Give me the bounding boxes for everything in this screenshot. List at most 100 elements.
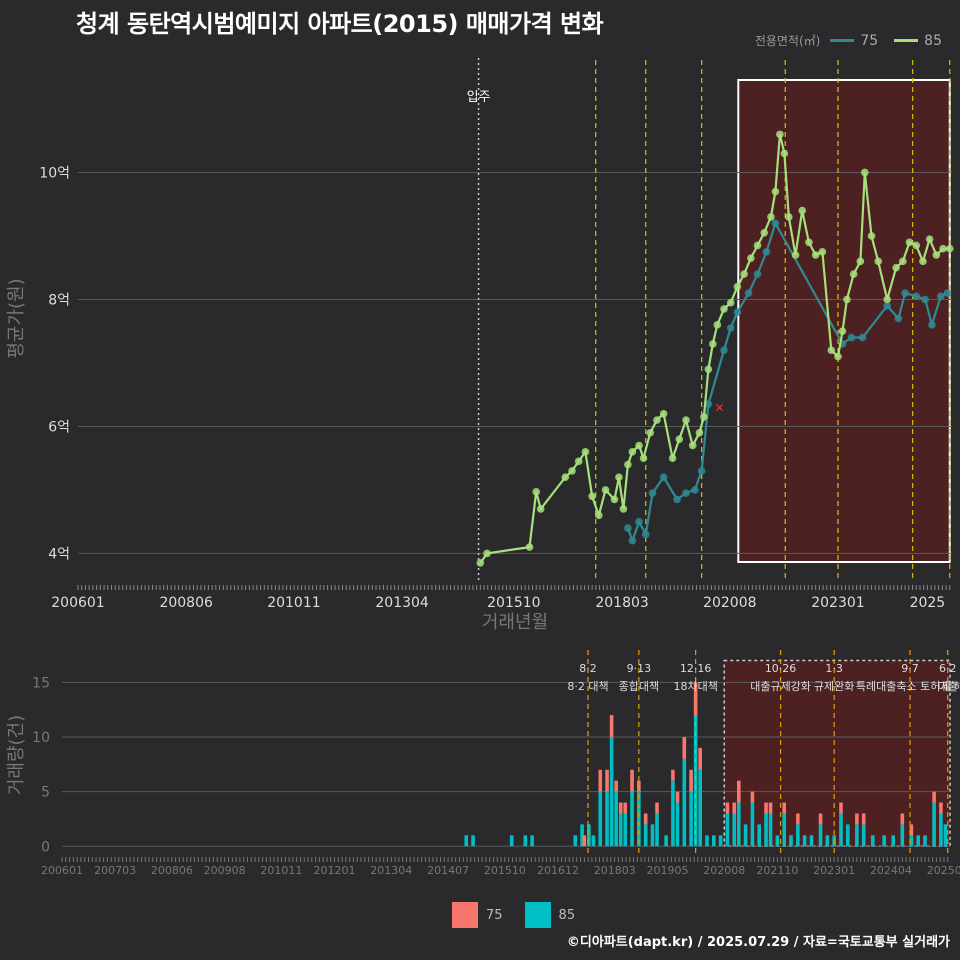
bar-85 (580, 824, 584, 847)
bar-75 (732, 802, 737, 814)
footer-credit: ©디아파트(dapt.kr) / 2025.07.29 / 자료=국토교통부 실… (566, 935, 950, 950)
bar-85 (900, 824, 905, 847)
bar-85 (605, 791, 609, 847)
bar-75 (796, 813, 800, 825)
x-tick-label-volume: 201201 (314, 864, 356, 877)
bar-85 (932, 802, 936, 847)
data-point-85 (791, 251, 800, 259)
bar-75 (671, 769, 675, 781)
bar-85 (796, 824, 800, 847)
bar-85 (471, 835, 475, 847)
bar-85 (870, 835, 875, 847)
bar-75 (768, 802, 773, 814)
data-point-75 (937, 292, 945, 301)
bar-75 (623, 802, 628, 814)
bar-75 (861, 813, 866, 825)
data-point-85 (659, 409, 668, 418)
data-point-85 (639, 454, 648, 462)
x-tick-label-volume: 200601 (41, 864, 83, 877)
bar-85 (614, 791, 618, 847)
bar-85 (650, 824, 655, 847)
data-point-85 (536, 505, 545, 513)
bar-75 (932, 791, 936, 803)
data-point-85 (905, 238, 914, 247)
data-point-85 (760, 228, 769, 237)
data-point-85 (843, 295, 851, 304)
bar-85 (732, 813, 737, 847)
bar-75 (782, 802, 787, 814)
bar-85 (855, 824, 859, 847)
bar-85 (587, 824, 591, 847)
bar-75 (698, 747, 702, 770)
x-tick-label: 200806 (159, 595, 213, 611)
bar-75 (909, 824, 914, 836)
data-point-85 (525, 543, 534, 551)
bar-85 (939, 813, 943, 847)
bar-75 (818, 813, 823, 825)
data-point-85 (624, 460, 632, 469)
bar-85 (655, 813, 659, 847)
policy-name-label: 대출규제강화 (750, 680, 811, 693)
data-point-85 (476, 559, 485, 567)
data-point-75 (648, 489, 657, 497)
x-tick-label-volume: 201612 (537, 864, 579, 877)
bar-85 (743, 824, 748, 847)
data-point-85 (767, 213, 775, 221)
bar-85 (718, 835, 723, 847)
bar-85 (643, 824, 648, 847)
bar-85 (782, 813, 787, 847)
data-point-75 (894, 314, 903, 323)
bar-85 (882, 835, 886, 847)
bar-75 (689, 769, 693, 792)
data-point-85 (615, 473, 623, 482)
bar-85 (757, 824, 762, 847)
policy-name-label: 18차대책 (673, 680, 717, 693)
move-in-label: 입주 (467, 90, 491, 105)
bar-75 (900, 813, 905, 825)
data-point-85 (780, 149, 789, 158)
data-point-85 (713, 321, 722, 329)
data-point-75 (733, 308, 742, 316)
data-point-85 (561, 473, 570, 482)
y-tick-label-volume: 10 (32, 730, 50, 746)
data-point-75 (744, 289, 753, 297)
policy-date-label: 1·3 (825, 662, 843, 675)
x-tick-label-volume: 202404 (870, 864, 912, 877)
data-point-75 (697, 467, 706, 475)
bar-85 (768, 813, 773, 847)
data-point-85 (861, 168, 869, 177)
data-point-75 (858, 333, 867, 342)
data-point-75 (928, 321, 936, 329)
x-tick-label-volume: 202301 (813, 864, 855, 877)
bar-75 (609, 715, 614, 737)
data-point-85 (771, 187, 780, 196)
data-point-75 (883, 302, 891, 310)
data-point-75 (912, 292, 921, 301)
data-point-85 (568, 467, 576, 475)
data-point-85 (483, 549, 491, 558)
data-point-85 (838, 327, 847, 335)
bar-85 (775, 835, 780, 847)
data-point-85 (574, 457, 583, 466)
bar-75 (614, 780, 618, 792)
bar-85 (637, 791, 641, 847)
data-point-85 (919, 257, 927, 266)
bar-75 (750, 791, 755, 803)
data-point-85 (700, 413, 708, 421)
bar-75 (630, 769, 634, 792)
bar-75 (675, 791, 680, 803)
y-tick-label: 6억 (48, 419, 70, 435)
bar-75 (764, 802, 768, 814)
data-point-85 (753, 241, 762, 250)
bar-85 (664, 835, 668, 847)
bar-75 (618, 802, 623, 814)
legend-label-85: 85 (924, 32, 942, 49)
data-point-85 (635, 441, 643, 450)
bar-85 (682, 758, 687, 847)
x-tick-label-volume: 200908 (204, 864, 246, 877)
y-tick-label: 10억 (39, 165, 70, 181)
data-point-85 (856, 257, 865, 266)
bar-85 (802, 835, 807, 847)
bar-85 (846, 824, 850, 847)
